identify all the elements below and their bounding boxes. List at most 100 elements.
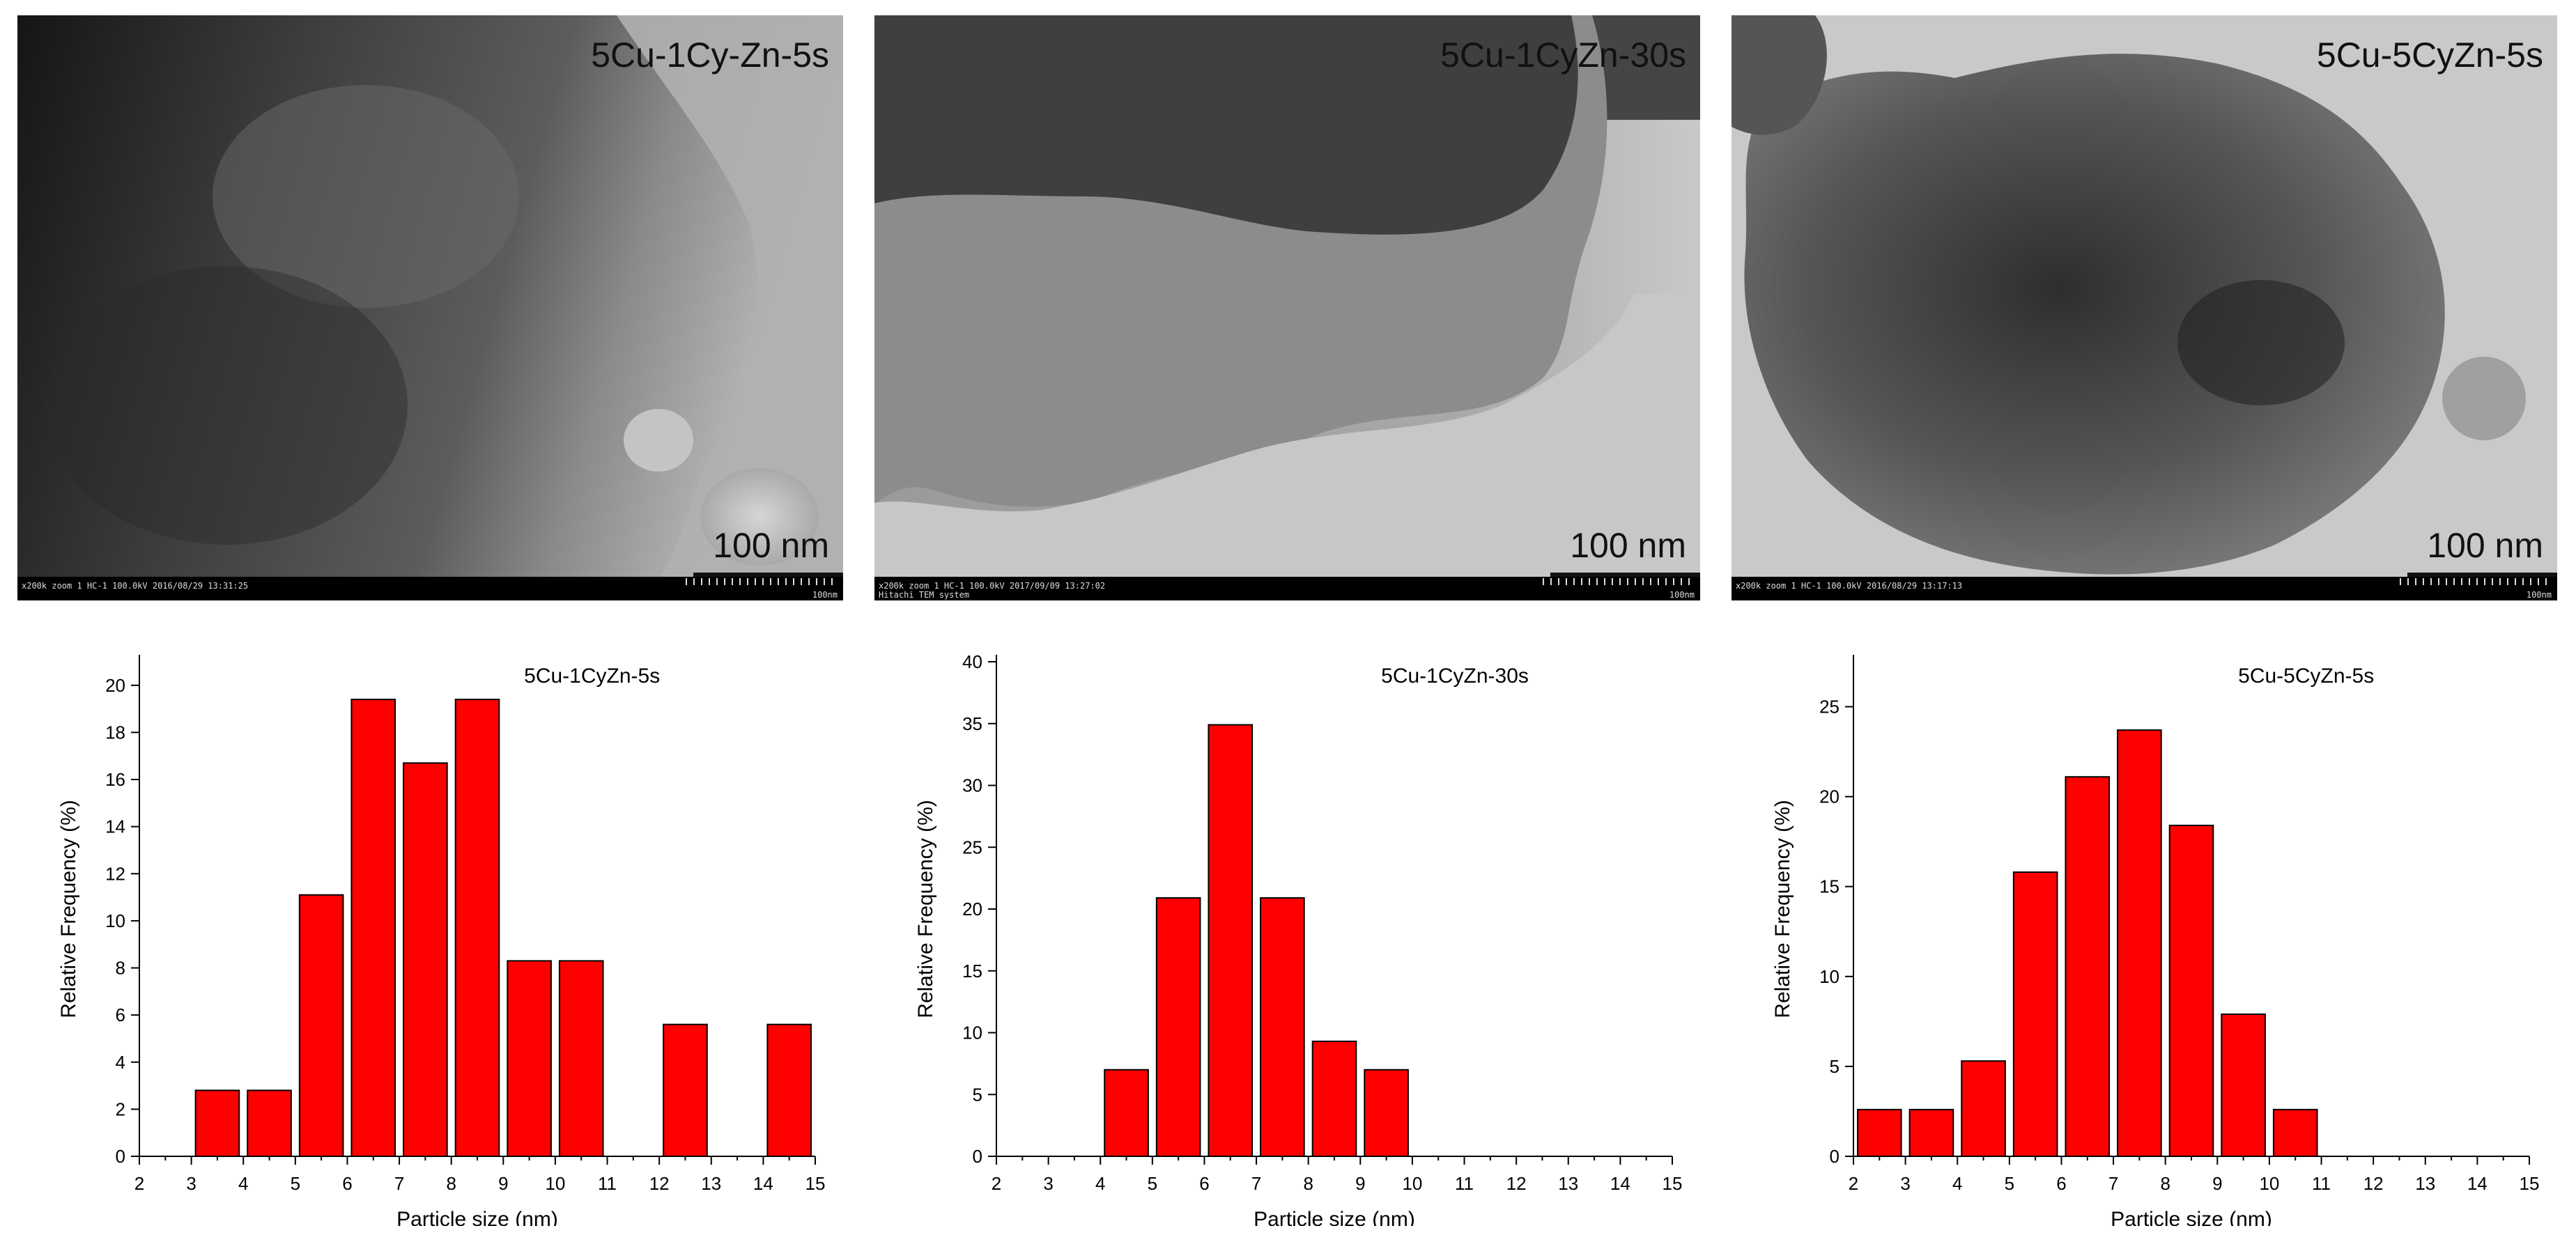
tem-info-text-2: x200k zoom 1 HC-1 100.0kV 2017/09/09 13:…	[879, 581, 1106, 591]
tem-info-strip-2: x200k zoom 1 HC-1 100.0kV 2017/09/09 13:…	[874, 577, 1700, 600]
x-tick-label: 3	[1043, 1173, 1053, 1194]
tem-micrograph-2	[874, 15, 1700, 600]
tem-info-text-1: x200k zoom 1 HC-1 100.0kV 2016/08/29 13:…	[22, 581, 249, 591]
histogram-bar	[1961, 1060, 2006, 1157]
x-tick-label: 12	[2363, 1173, 2384, 1194]
scale-bar-3	[2407, 573, 2557, 577]
y-tick-label: 20	[105, 675, 125, 696]
tem-info-strip-3: x200k zoom 1 HC-1 100.0kV 2016/08/29 13:…	[1732, 577, 2557, 600]
tem-strip-scale-2: 100nm	[1669, 590, 1695, 600]
histogram-bar	[454, 699, 500, 1158]
histogram-bar	[2012, 871, 2058, 1157]
y-tick-label: 8	[116, 958, 125, 979]
x-tick-label: 4	[238, 1173, 248, 1194]
y-tick-label: 18	[105, 722, 125, 743]
histogram-bar	[2117, 729, 2162, 1158]
y-axis-label: Relative Frequency (%)	[1771, 800, 1794, 1018]
histogram-bar	[766, 1023, 812, 1158]
histogram-bar	[1260, 897, 1305, 1157]
x-tick-label: 2	[134, 1173, 144, 1194]
y-tick-label: 6	[116, 1004, 125, 1025]
histogram-bar	[1104, 1069, 1149, 1157]
x-axis-label: Particle size (nm)	[396, 1208, 558, 1226]
x-tick-label: 8	[1303, 1173, 1313, 1194]
x-tick-label: 4	[1095, 1173, 1105, 1194]
y-axis-label: Relative Frequency (%)	[57, 800, 80, 1018]
y-tick-label: 25	[1819, 697, 1840, 717]
histogram-bar	[350, 699, 396, 1158]
scale-bar-label-1: 100 nm	[713, 526, 829, 565]
tem-strip-scale-1: 100nm	[812, 590, 838, 600]
tem-label-1: 5Cu-1Cy-Zn-5s	[591, 36, 829, 75]
x-tick-label: 2	[992, 1173, 1001, 1194]
scale-bar-label-3: 100 nm	[2427, 526, 2543, 565]
tem-strip-ruler-3	[2400, 578, 2553, 585]
y-tick-label: 0	[973, 1146, 982, 1167]
histogram-bar	[2065, 776, 2111, 1157]
y-tick-label: 20	[962, 899, 982, 919]
y-tick-label: 5	[973, 1084, 982, 1105]
histogram-panel-3: 2 3 4 5 6 7 8 9 10 11 12 13 14 15 0 5 10 15 20 25 Particle s…	[1756, 627, 2543, 1231]
tem-info-text-3: x200k zoom 1 HC-1 100.0kV 2016/08/29 13:…	[1736, 581, 1963, 591]
tem-label-3: 5Cu-5CyZn-5s	[2316, 36, 2543, 75]
histogram-2: 2 3 4 5 6 7 8 9 10 11 12 13 14 15 0 5 10 15 20 25 30 35 40 Part…	[914, 651, 1683, 1231]
x-tick-label: 5	[291, 1173, 300, 1194]
x-axis-label: Particle size (nm)	[2111, 1208, 2272, 1226]
tem-strip-ruler-2	[1543, 578, 1696, 585]
y-tick-label: 16	[105, 769, 125, 790]
tem-info-text2-2: Hitachi TEM system	[879, 590, 970, 600]
y-tick-label: 4	[116, 1052, 125, 1073]
y-tick-label: 15	[1819, 876, 1840, 897]
histogram-bar	[1155, 897, 1201, 1157]
x-tick-label: 11	[1455, 1173, 1474, 1194]
histogram-bar	[507, 960, 552, 1157]
tem-label-2: 5Cu-1CyZn-30s	[1440, 36, 1686, 75]
tem-image-2: 5Cu-1CyZn-30s 100 nm x200k zoom 1 HC-1 1…	[874, 15, 1700, 600]
x-tick-label: 4	[1952, 1173, 1962, 1194]
histogram-1: 2 3 4 5 6 7 8 9 10 11 12 13 14 1502468101214161820Par…	[57, 655, 825, 1231]
tem-image-1: 5Cu-1Cy-Zn-5s 100 nm x200k zoom 1 HC-1 1…	[17, 15, 843, 600]
x-tick-label: 6	[1199, 1173, 1209, 1194]
histogram-bar	[2168, 824, 2214, 1157]
tem-strip-scale-3: 100nm	[2526, 590, 2552, 600]
histogram-3: 2 3 4 5 6 7 8 9 10 11 12 13 14 15 0 5 10 15 20 25 Particle s…	[1771, 655, 2539, 1231]
histogram-bar	[558, 960, 604, 1157]
x-tick-label: 10	[545, 1173, 565, 1194]
y-tick-label: 10	[1819, 966, 1840, 987]
x-tick-label: 12	[1506, 1173, 1527, 1194]
scale-bar-label-2: 100 nm	[1570, 526, 1686, 565]
x-tick-label: 13	[2415, 1173, 2435, 1194]
x-tick-label: 11	[2312, 1173, 2331, 1194]
chart-title: 5Cu-1CyZn-5s	[524, 665, 660, 688]
x-tick-label: 2	[1849, 1173, 1858, 1194]
x-tick-label: 3	[186, 1173, 196, 1194]
y-tick-label: 20	[1819, 786, 1840, 807]
histogram-panel-2: 2 3 4 5 6 7 8 9 10 11 12 13 14 15 0 5 10 15 20 25 30 35 40 Part…	[899, 627, 1686, 1231]
histogram-bar	[1857, 1108, 1902, 1158]
x-tick-label: 14	[753, 1173, 773, 1194]
y-tick-label: 12	[105, 863, 125, 884]
x-tick-label: 12	[649, 1173, 670, 1194]
y-tick-label: 25	[962, 837, 982, 857]
histogram-bar	[663, 1023, 708, 1158]
histogram-panel-1: 2 3 4 5 6 7 8 9 10 11 12 13 14 15 0 2 4 6 8 10 12 14 16 18 20 Par…	[42, 627, 829, 1231]
x-tick-label: 11	[598, 1173, 617, 1194]
tem-strip-ruler-1	[686, 578, 839, 585]
histogram-bar	[194, 1089, 240, 1157]
x-tick-label: 15	[1663, 1173, 1683, 1194]
x-tick-label: 14	[2467, 1173, 2488, 1194]
x-tick-label: 13	[1558, 1173, 1578, 1194]
scale-bar-1	[693, 573, 843, 577]
histogram-bar	[1311, 1040, 1357, 1157]
histogram-bar	[2221, 1014, 2266, 1158]
y-tick-label: 30	[962, 775, 982, 796]
histogram-bar	[1208, 724, 1254, 1157]
y-tick-label: 0	[116, 1146, 125, 1167]
y-tick-label: 10	[105, 910, 125, 931]
x-tick-label: 8	[446, 1173, 456, 1194]
x-tick-label: 10	[1402, 1173, 1422, 1194]
x-tick-label: 14	[1610, 1173, 1630, 1194]
x-tick-label: 7	[394, 1173, 404, 1194]
y-tick-label: 0	[1830, 1146, 1840, 1167]
x-axis-label: Particle size (nm)	[1254, 1208, 1415, 1226]
